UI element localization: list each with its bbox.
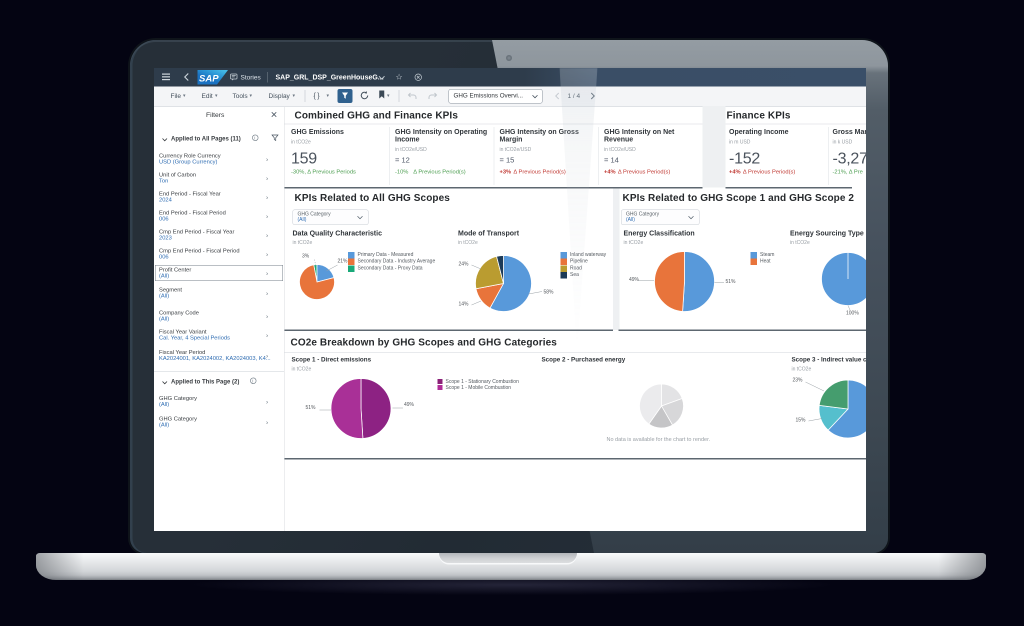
- svg-text:SAP: SAP: [199, 74, 219, 85]
- svg-text:i: i: [252, 378, 253, 383]
- svg-text:i: i: [254, 135, 255, 140]
